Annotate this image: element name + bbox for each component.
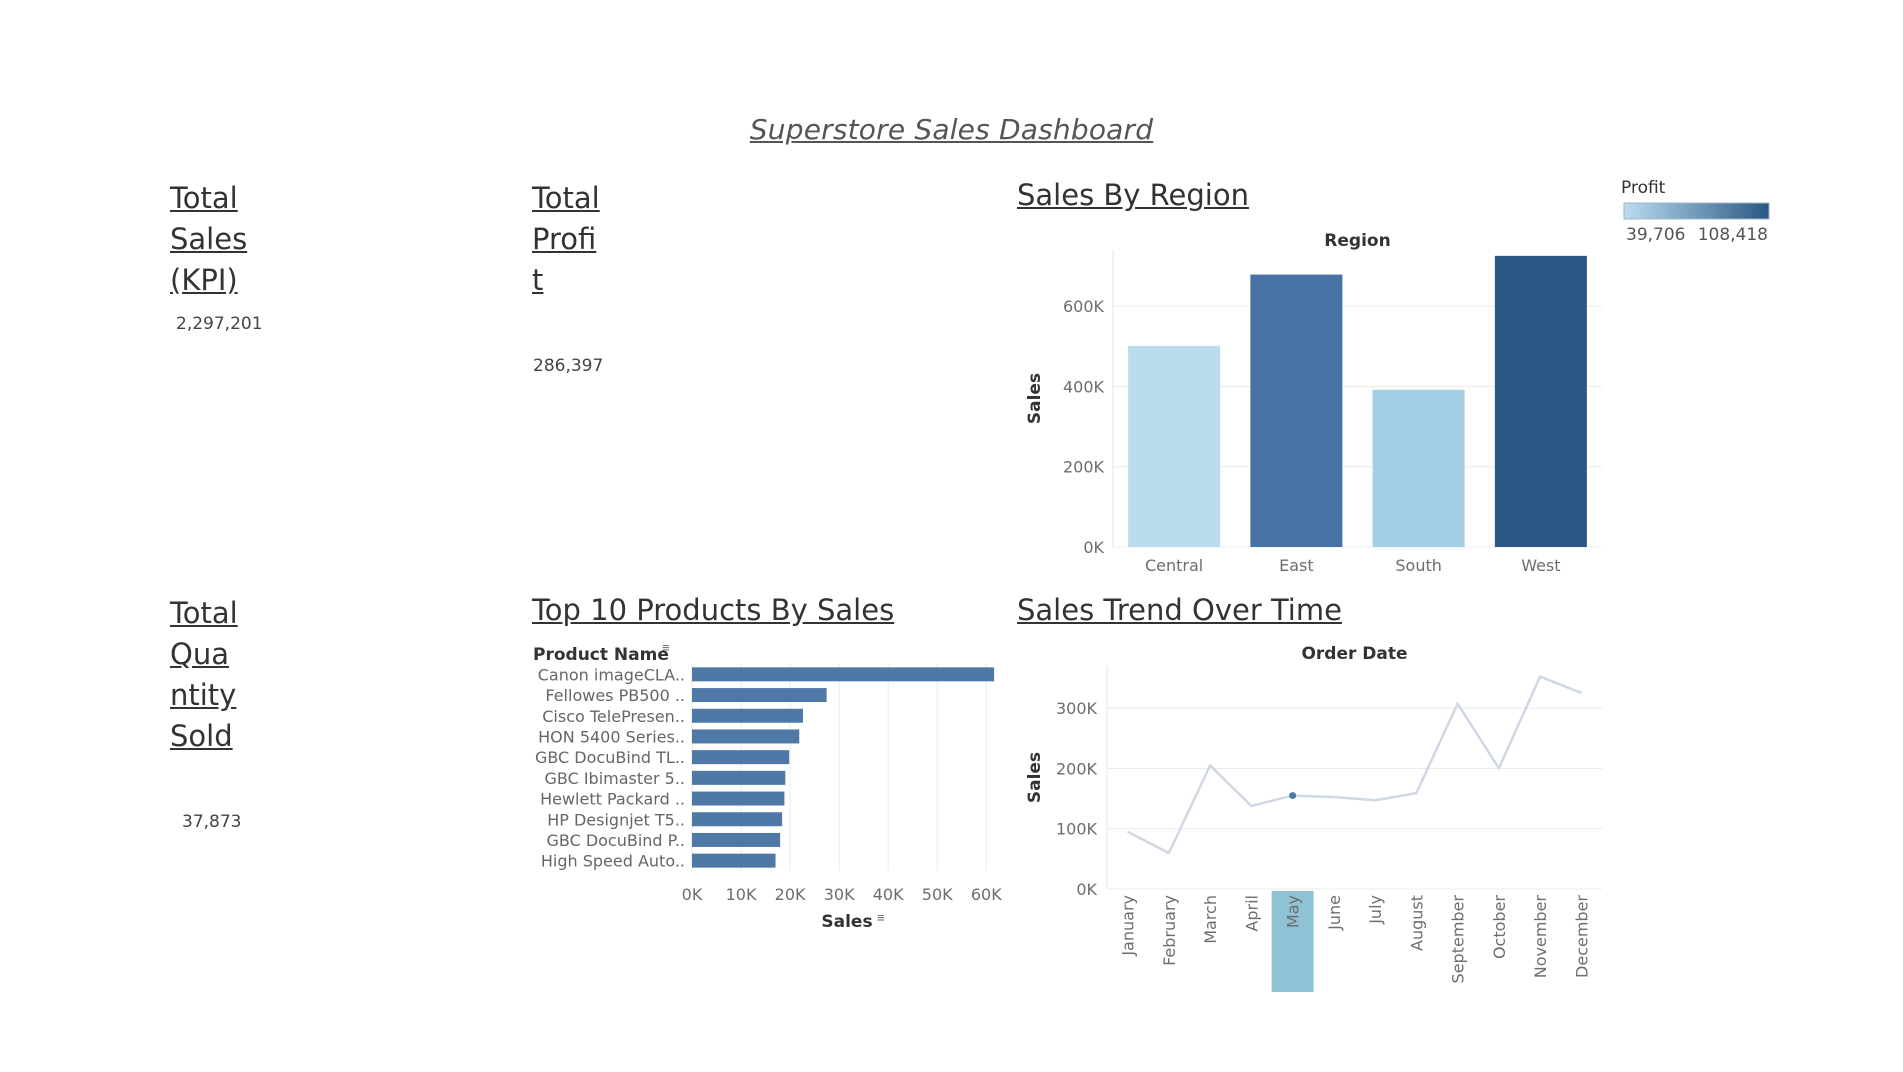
trend-x-axis-title: Order Date	[1301, 644, 1407, 664]
product-label: Hewlett Packard ..	[540, 790, 685, 809]
region-y-axis-title: Sales	[1025, 373, 1045, 424]
trend-point-highlight	[1289, 792, 1297, 800]
region-bar-chart: 0K 200K 400K 600K Region Sales Central East Sout…	[1025, 231, 1602, 575]
region-x-tick: West	[1521, 556, 1560, 575]
product-label: GBC DocuBind TL..	[535, 748, 685, 767]
legend-title: Profit	[1621, 178, 1666, 198]
products-x-tick: 60K	[971, 885, 1002, 904]
region-y-tick: 200K	[1063, 458, 1105, 477]
trend-x-tick: September	[1449, 895, 1468, 984]
highlighted-month-band	[1271, 891, 1314, 992]
trend-x-tick: June	[1325, 895, 1344, 931]
legend-min-label: 39,706	[1626, 225, 1685, 245]
product-label: High Speed Auto..	[541, 852, 685, 871]
region-bar-central	[1128, 345, 1221, 547]
trend-chart-title: Sales Trend Over Time	[1017, 593, 1342, 627]
sort-icon: ≡	[877, 910, 885, 925]
total-profit-title: Total Profi t	[532, 181, 600, 297]
product-bar	[692, 729, 800, 744]
product-label: GBC DocuBind P..	[546, 831, 685, 850]
product-label: Cisco TelePresen..	[542, 707, 685, 726]
total-sales-value: 2,297,201	[176, 314, 263, 334]
product-label: Fellowes PB500 ..	[545, 686, 685, 705]
total-quantity-title: Total Qua ntity Sold	[170, 596, 238, 753]
product-bar	[692, 791, 785, 806]
products-x-tick: 0K	[682, 885, 703, 904]
product-label: GBC Ibimaster 5..	[544, 769, 685, 788]
trend-y-tick: 200K	[1056, 759, 1098, 778]
trend-y-axis-title: Sales	[1025, 752, 1045, 803]
region-chart-title: Sales By Region	[1017, 178, 1249, 212]
total-sales-title: Total Sales (KPI)	[170, 181, 248, 297]
product-label: Canon imageCLA..	[538, 665, 685, 684]
products-chart-title: Top 10 Products By Sales	[532, 593, 895, 627]
trend-x-tick: July	[1366, 895, 1385, 925]
region-bar-east	[1250, 274, 1343, 547]
product-bar	[692, 832, 781, 847]
trend-y-tick: 100K	[1056, 820, 1098, 839]
trend-y-tick: 300K	[1056, 699, 1098, 718]
products-x-tick: 50K	[922, 885, 953, 904]
product-label: HON 5400 Series..	[538, 727, 685, 746]
trend-x-tick: October	[1490, 895, 1509, 959]
trend-x-tick: April	[1242, 895, 1261, 932]
trend-x-tick: August	[1407, 895, 1426, 951]
trend-x-tick: January	[1119, 895, 1138, 957]
product-bar	[692, 853, 776, 868]
products-x-tick: 40K	[873, 885, 904, 904]
dashboard-title: Superstore Sales Dashboard	[749, 113, 1154, 146]
product-bar	[692, 812, 783, 827]
products-x-tick: 10K	[726, 885, 757, 904]
region-y-tick: 400K	[1063, 377, 1105, 396]
sales-trend-line	[1127, 675, 1582, 855]
product-bar	[692, 708, 804, 723]
region-y-tick: 0K	[1083, 538, 1104, 557]
region-x-tick: Central	[1145, 556, 1203, 575]
trend-x-tick: December	[1572, 895, 1591, 978]
total-profit-value: 286,397	[533, 356, 604, 376]
product-bar	[692, 770, 786, 785]
region-bar-south	[1372, 389, 1465, 547]
profit-legend: Profit 39,706 108,418	[1621, 178, 1770, 245]
region-x-tick: South	[1395, 556, 1442, 575]
legend-gradient	[1623, 202, 1770, 220]
product-bar	[692, 667, 995, 682]
products-y-axis-title: Product Name	[533, 645, 669, 665]
region-x-tick: East	[1279, 556, 1314, 575]
region-x-axis-title: Region	[1324, 231, 1390, 251]
trend-line-chart: 0K 100K 200K 300K Order Date Sales January Febr…	[1025, 644, 1602, 992]
sort-icon: ≡	[662, 640, 670, 655]
product-label: HP Designjet T5..	[547, 810, 685, 829]
products-x-tick: 30K	[824, 885, 855, 904]
trend-x-tick: November	[1531, 895, 1550, 979]
total-quantity-value: 37,873	[182, 812, 242, 832]
trend-x-tick: February	[1160, 895, 1179, 966]
region-y-tick: 600K	[1063, 297, 1105, 316]
region-bar-west	[1494, 255, 1587, 547]
trend-x-tick: May	[1284, 895, 1303, 928]
trend-y-tick: 0K	[1076, 880, 1097, 899]
products-x-axis-title: Sales	[821, 912, 872, 932]
legend-max-label: 108,418	[1698, 225, 1768, 245]
trend-x-tick: March	[1201, 895, 1220, 944]
products-x-tick: 20K	[775, 885, 806, 904]
product-bar	[692, 688, 827, 703]
product-bar	[692, 750, 790, 765]
